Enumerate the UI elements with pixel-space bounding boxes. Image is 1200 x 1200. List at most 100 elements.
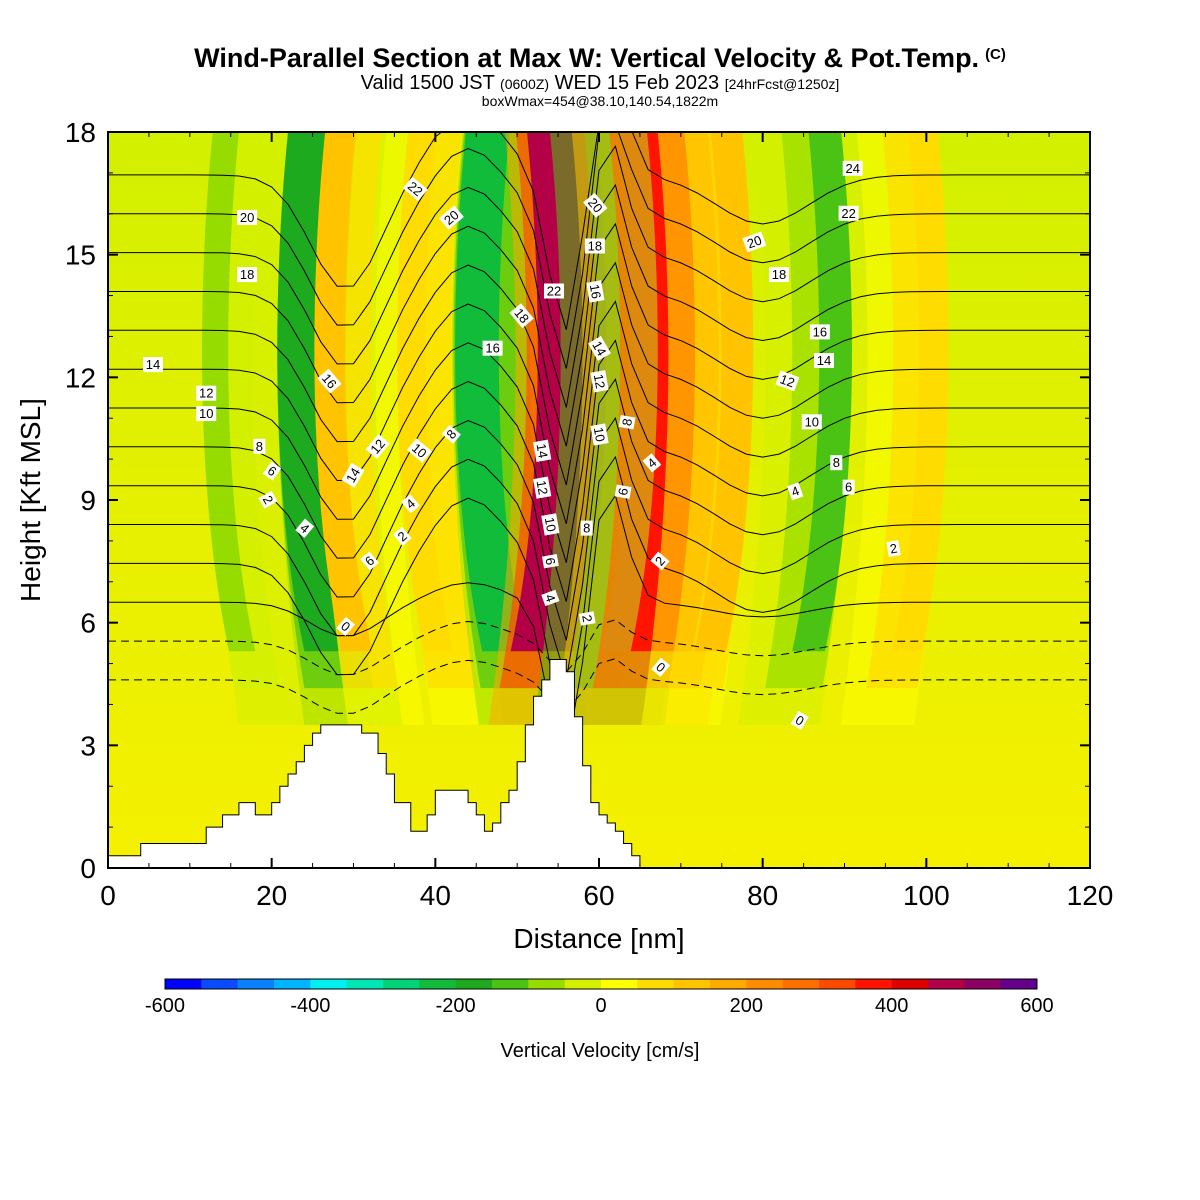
- colorbar-swatch: [673, 979, 711, 989]
- contour-label-bg: [742, 231, 767, 253]
- contour-label-bg: [838, 205, 859, 221]
- y-axis-title: Height [Kft MSL]: [15, 398, 46, 602]
- contour-label-bg: [614, 484, 632, 499]
- contour-label-bg: [886, 540, 901, 558]
- colorbar-swatch: [564, 979, 602, 989]
- contour-label: 10: [801, 414, 822, 430]
- colorbar-tick-label: 400: [875, 995, 908, 1017]
- contour-label: 0: [651, 657, 671, 677]
- contour-label: 22: [402, 176, 428, 201]
- colorbar-swatch: [710, 979, 747, 989]
- colorbar-swatch: [819, 979, 856, 989]
- theta-contour: [108, 132, 1090, 369]
- colorbar-swatch: [637, 979, 675, 989]
- colorbar-swatch: [310, 979, 348, 989]
- contour-label: 18: [237, 267, 258, 283]
- contour-label: 16: [809, 324, 830, 340]
- contour-label-text: 14: [534, 442, 551, 459]
- contour-label-bg: [801, 414, 822, 430]
- contour-label: 2: [650, 551, 670, 571]
- theta-contour: [108, 339, 1090, 602]
- colorbar-swatch: [1000, 979, 1038, 989]
- x-tick-label: 120: [1067, 880, 1114, 911]
- colorbar-swatch: [455, 979, 493, 989]
- contour-label-bg: [360, 551, 379, 571]
- contour-label-bg: [583, 192, 608, 218]
- contour-label-bg: [541, 513, 560, 536]
- contour-label-bg: [401, 494, 420, 514]
- theta-contour: [108, 132, 1090, 330]
- y-axis: 0 3 6 9 12 15 18: [65, 117, 1090, 884]
- colorbar-swatch: [891, 979, 929, 989]
- w-band: [455, 132, 526, 652]
- contour-label-bg: [406, 438, 432, 463]
- contour-label: 22: [838, 205, 859, 221]
- x-axis-title: Distance [nm]: [513, 923, 684, 954]
- contour-label: 16: [317, 368, 342, 394]
- colorbar-swatch: [782, 979, 820, 989]
- contour-label-bg: [587, 336, 611, 361]
- contour-label: 6: [262, 461, 282, 481]
- contour-label-text: 14: [146, 357, 160, 372]
- colorbar-swatch: [964, 979, 1002, 989]
- colorbar-swatch: [928, 979, 965, 989]
- terrain-profile: [108, 658, 641, 868]
- contour-label-text: 8: [833, 455, 840, 470]
- colorbar-tick-label: 600: [1020, 995, 1053, 1017]
- contour-label: 16: [586, 280, 605, 303]
- contour-label: 6: [360, 551, 379, 571]
- w-band: [792, 132, 852, 652]
- contour-label: 14: [341, 462, 365, 488]
- contour-label-text: 12: [591, 373, 608, 390]
- contour-label-bg: [580, 520, 593, 536]
- contour-label-bg: [590, 370, 609, 393]
- contour-label-text: 10: [542, 516, 559, 533]
- contour-label-bg: [586, 280, 605, 303]
- terrain: [108, 658, 641, 868]
- x-tick-label: 40: [420, 880, 451, 911]
- contour-label: 8: [253, 438, 266, 454]
- colorbar-tick-label: 0: [595, 995, 606, 1017]
- contour-label-text: 8: [256, 439, 263, 454]
- theta-contour: [108, 658, 1090, 714]
- contour-label: 10: [406, 438, 432, 463]
- contour-label-text: 8: [619, 417, 635, 427]
- contour-label-bg: [775, 370, 800, 392]
- contour-label-bg: [787, 482, 804, 501]
- contour-label: 14: [533, 439, 552, 462]
- w-band: [201, 132, 256, 652]
- y-tick-label: 18: [65, 117, 96, 148]
- colorbar-swatch: [601, 979, 638, 989]
- contour-label-bg: [438, 205, 464, 230]
- w-band: [314, 132, 373, 652]
- contour-label-text: 12: [534, 479, 551, 496]
- title-block: Wind-Parallel Section at Max W: Vertical…: [0, 40, 1200, 109]
- y-tick-label: 0: [80, 853, 96, 884]
- contour-label-bg: [392, 526, 412, 547]
- contour-label-bg: [533, 476, 552, 499]
- contour-label: 16: [482, 340, 503, 356]
- contour-label: 14: [814, 353, 834, 368]
- contour-label-bg: [258, 490, 278, 509]
- contour-label-text: 12: [199, 386, 213, 401]
- colorbar-swatch: [165, 979, 202, 989]
- contour-label-bg: [790, 710, 809, 730]
- chart-title: Wind-Parallel Section at Max W: Vertical…: [0, 40, 1200, 73]
- contour-label-bg: [541, 589, 560, 607]
- contour-label: 20: [237, 209, 258, 225]
- y-tick-label: 9: [80, 485, 96, 516]
- colorbar-swatch: [237, 979, 275, 989]
- contour-label: 4: [295, 518, 315, 538]
- contour-label-text: 16: [813, 324, 827, 339]
- contour-label-bg: [237, 267, 258, 283]
- x-tick-label: 0: [100, 880, 116, 911]
- contour-label-text: 6: [615, 487, 631, 497]
- contour-label: 12: [775, 370, 800, 392]
- contour-label: 18: [509, 303, 534, 329]
- contour-label-bg: [336, 616, 356, 637]
- contour-label-bg: [402, 176, 428, 201]
- contour-label: 8: [618, 415, 636, 430]
- contour-label-bg: [544, 283, 564, 299]
- contour-label-bg: [482, 340, 503, 356]
